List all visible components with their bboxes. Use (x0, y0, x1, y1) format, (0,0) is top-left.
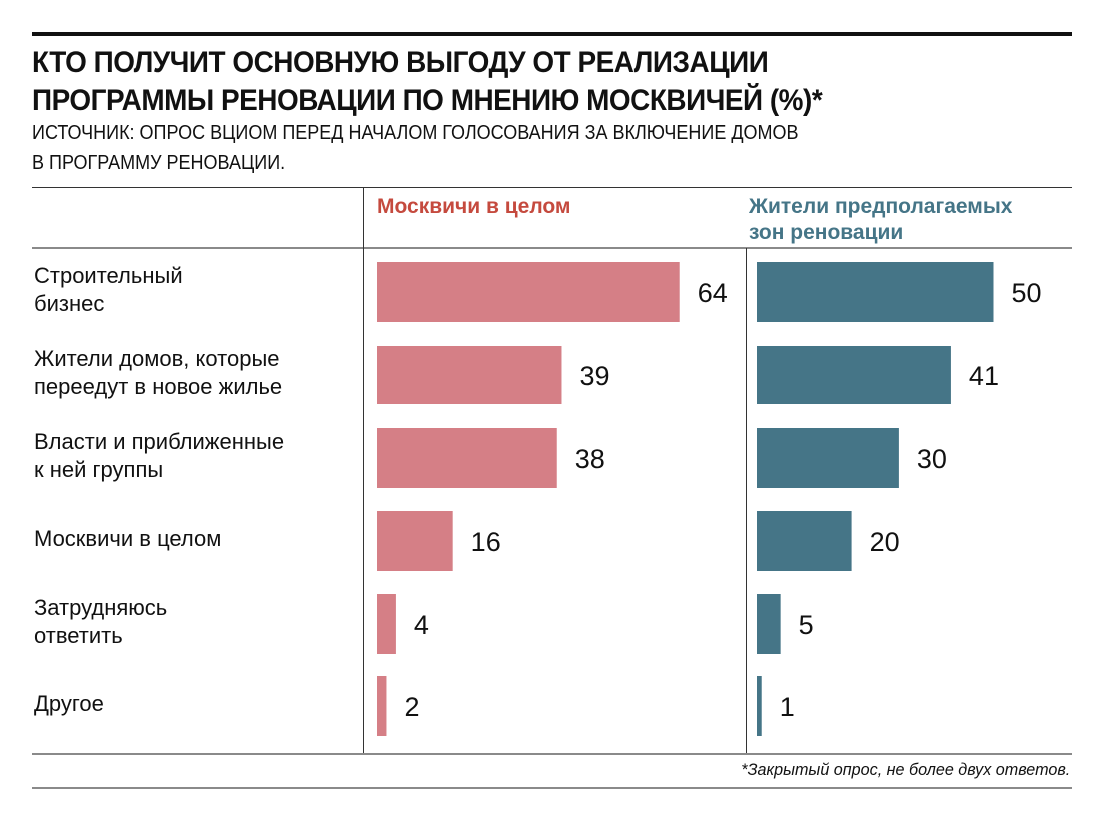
bar-series2-2 (757, 428, 899, 488)
value-label: 20 (870, 527, 900, 557)
category-label-line: Власти и приближенные (34, 429, 285, 454)
bar-series1-4 (377, 594, 396, 654)
bar-series1-2 (377, 428, 557, 488)
value-label: 30 (917, 444, 947, 474)
series-header-line: Москвичи в целом (377, 195, 571, 218)
value-label: 64 (698, 278, 728, 308)
series-header-line: Жители предполагаемых (749, 195, 1013, 218)
series-header-muscovites: Москвичи в целом (377, 194, 570, 220)
column-divider-1 (363, 187, 364, 753)
value-label: 39 (579, 361, 609, 391)
category-label-line: Жители домов, которые (34, 346, 280, 371)
chart-title: КТО ПОЛУЧИТ ОСНОВНУЮ ВЫГОДУ ОТ РЕАЛИЗАЦИ… (32, 44, 1018, 120)
bar-series2-1 (757, 346, 951, 404)
category-label: Власти и приближенные к ней группы (34, 428, 284, 484)
value-label: 50 (1012, 278, 1042, 308)
value-label: 2 (404, 692, 419, 722)
table-bottom-rule (32, 753, 1072, 755)
category-label: Строительный бизнес (34, 262, 183, 318)
category-label-line: к ней группы (34, 457, 164, 482)
category-label: Жители домов, которые переедут в новое жи… (34, 345, 282, 401)
category-label-line: ответить (34, 623, 123, 648)
column-divider-2 (746, 248, 747, 753)
bar-series1-3 (377, 511, 453, 571)
category-label-line: Затрудняюсь (34, 595, 168, 620)
category-label-line: бизнес (34, 291, 105, 316)
header-rule (32, 247, 1072, 249)
title-line: ПРОГРАММЫ РЕНОВАЦИИ ПО МНЕНИЮ МОСКВИЧЕЙ … (32, 84, 823, 117)
source-line: ИСТОЧНИК: ОПРОС ВЦИОМ ПЕРЕД НАЧАЛОМ ГОЛО… (32, 122, 799, 144)
bar-series2-5 (757, 676, 762, 736)
title-line: КТО ПОЛУЧИТ ОСНОВНУЮ ВЫГОДУ ОТ РЕАЛИЗАЦИ… (32, 46, 769, 79)
bar-series1-0 (377, 262, 680, 322)
value-label: 16 (471, 527, 501, 557)
value-label: 5 (799, 610, 814, 640)
value-label: 4 (414, 610, 429, 640)
value-label: 41 (969, 361, 999, 391)
category-label-line: Москвичи в целом (34, 526, 222, 551)
category-label-line: Строительный (34, 263, 183, 288)
source-line: В ПРОГРАММУ РЕНОВАЦИИ. (32, 152, 286, 174)
bar-series2-4 (757, 594, 781, 654)
table-top-rule (32, 187, 1072, 188)
category-label: Затрудняюсь ответить (34, 594, 167, 650)
value-label: 38 (575, 444, 605, 474)
series-header-line: зон реновации (749, 221, 904, 244)
category-label-line: переедут в новое жилье (34, 374, 283, 399)
series-header-renovation-residents: Жители предполагаемых зон реновации (749, 194, 1012, 246)
bar-series1-1 (377, 346, 562, 404)
source-note: ИСТОЧНИК: ОПРОС ВЦИОМ ПЕРЕД НАЧАЛОМ ГОЛО… (32, 118, 1022, 178)
value-label: 1 (780, 692, 795, 722)
bar-series2-3 (757, 511, 852, 571)
category-label: Другое (34, 690, 104, 718)
footnote: *Закрытый опрос, не более двух ответов. (741, 760, 1070, 779)
bar-series1-5 (377, 676, 387, 736)
footnote-rule (32, 787, 1072, 789)
category-label: Москвичи в целом (34, 525, 221, 553)
top-rule (32, 32, 1072, 36)
category-label-line: Другое (34, 691, 104, 716)
bar-series2-0 (757, 262, 994, 322)
